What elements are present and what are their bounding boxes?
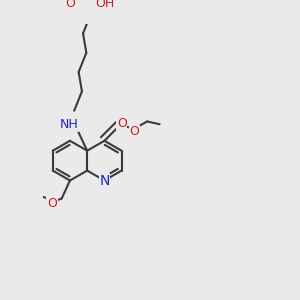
Text: OH: OH bbox=[95, 0, 115, 10]
Text: O: O bbox=[66, 0, 76, 10]
Text: O: O bbox=[117, 117, 127, 130]
Text: N: N bbox=[99, 173, 110, 188]
Text: NH: NH bbox=[60, 118, 79, 131]
Text: O: O bbox=[130, 125, 140, 138]
Text: O: O bbox=[47, 197, 57, 210]
